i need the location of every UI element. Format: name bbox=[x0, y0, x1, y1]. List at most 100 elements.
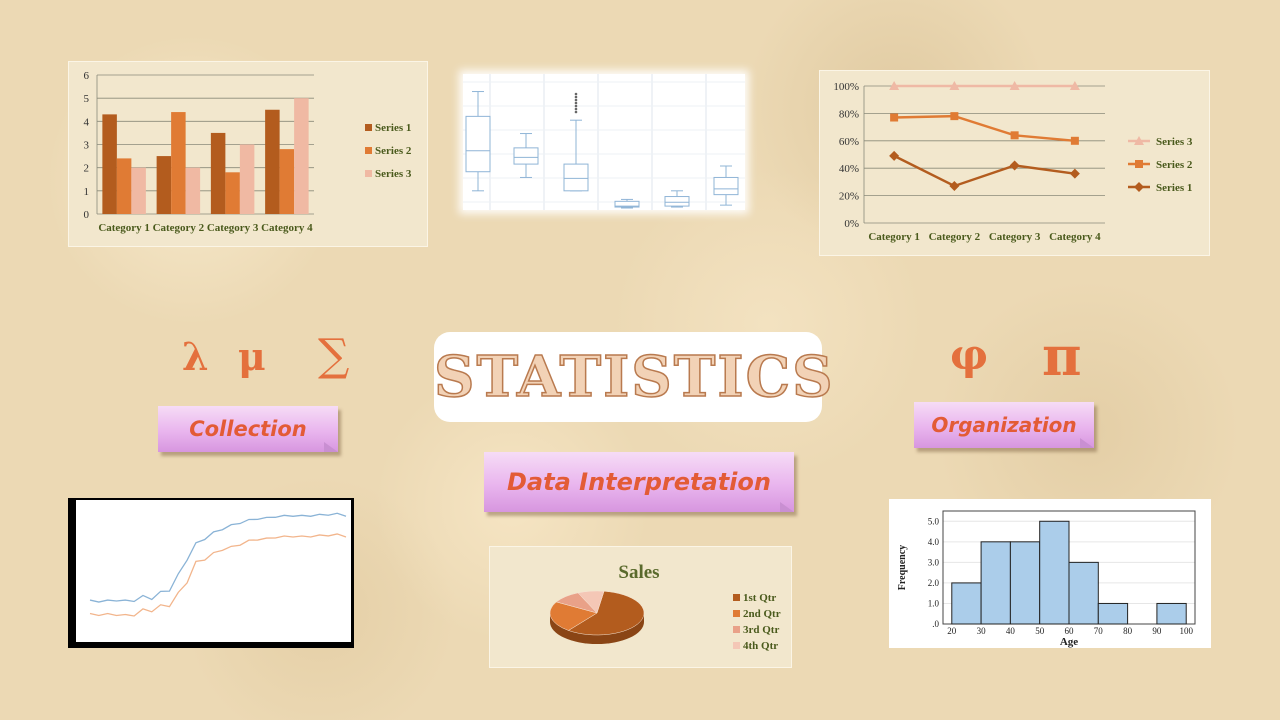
legend-swatch bbox=[365, 170, 372, 177]
x-tick-label: 50 bbox=[1035, 626, 1045, 636]
y-tick-label: 5 bbox=[84, 93, 90, 105]
interpretation-note: Data Interpretation bbox=[484, 452, 794, 512]
y-tick-label: 4.0 bbox=[928, 537, 940, 547]
x-tick-label: Category 2 bbox=[153, 222, 205, 234]
pie-slice bbox=[577, 590, 605, 614]
y-tick-label: 1.0 bbox=[928, 598, 940, 608]
data-point bbox=[1069, 168, 1080, 179]
title-box: STATISTICS bbox=[433, 332, 833, 422]
bar bbox=[279, 149, 295, 214]
y-tick-label: 80% bbox=[839, 108, 859, 120]
histogram-bar bbox=[980, 541, 1011, 625]
legend-swatch bbox=[733, 594, 740, 601]
data-point bbox=[889, 150, 900, 161]
outlier-point bbox=[574, 104, 578, 108]
box bbox=[713, 176, 739, 196]
data-point bbox=[1009, 81, 1020, 90]
x-tick-label: 20 bbox=[947, 626, 957, 636]
outlier-point bbox=[574, 107, 578, 111]
page-fold bbox=[780, 502, 794, 512]
series-line bbox=[894, 114, 1075, 142]
line-chart: 0% 20% 40% 60% 80% 100% Category 1 Category 2 Ca… bbox=[833, 81, 1193, 243]
phi-symbol: φ bbox=[950, 330, 989, 379]
x-tick-label: 90 bbox=[1152, 626, 1162, 636]
x-tick-label: 60 bbox=[1065, 626, 1075, 636]
bar bbox=[294, 98, 309, 214]
y-tick-label: 4 bbox=[84, 116, 90, 128]
signal-line bbox=[89, 533, 347, 617]
x-tick-label: 30 bbox=[977, 626, 987, 636]
bar bbox=[185, 167, 201, 214]
histogram-panel: .0 1.0 2.0 3.0 4.0 5.0 20 30 40 50 60 70 80 90 100 Age F… bbox=[889, 499, 1211, 648]
x-tick-label: Category 1 bbox=[868, 231, 920, 243]
y-tick-label: 100% bbox=[833, 81, 859, 93]
page-fold bbox=[324, 442, 338, 452]
legend-label: Series 1 bbox=[375, 122, 411, 134]
x-tick-label: Category 4 bbox=[261, 222, 313, 234]
histogram-bar bbox=[1039, 520, 1070, 625]
series-line bbox=[893, 154, 1076, 188]
histogram-bar bbox=[1097, 602, 1129, 625]
sigma-symbol: ∑ bbox=[318, 330, 350, 381]
outlier-point bbox=[574, 101, 578, 105]
pi-symbol: π bbox=[1042, 324, 1082, 388]
bar bbox=[156, 156, 172, 214]
bar bbox=[265, 109, 280, 214]
x-tick-label: 70 bbox=[1094, 626, 1104, 636]
data-point bbox=[1069, 81, 1080, 90]
legend-label: Series 3 bbox=[1156, 136, 1193, 148]
outlier-point bbox=[574, 98, 578, 102]
histogram: .0 1.0 2.0 3.0 4.0 5.0 20 30 40 50 60 70 80 90 100 Age F… bbox=[897, 510, 1196, 648]
signal-chart-panel bbox=[68, 498, 354, 648]
box bbox=[465, 115, 491, 173]
legend-marker bbox=[1135, 160, 1143, 168]
outlier-point bbox=[574, 95, 578, 99]
legend-swatch bbox=[733, 626, 740, 633]
legend-label: 3rd Qtr bbox=[743, 624, 779, 636]
y-tick-label: 20% bbox=[839, 191, 859, 203]
pie-slice bbox=[567, 590, 645, 636]
legend-label: 1st Qtr bbox=[743, 592, 776, 604]
mu-symbol: μ bbox=[238, 334, 266, 379]
y-tick-label: 60% bbox=[839, 136, 859, 148]
x-tick-label: 100 bbox=[1179, 626, 1193, 636]
bar-chart-panel: 0 1 2 3 4 5 6 Category 1 Category 2 Category 3 Cat… bbox=[68, 61, 428, 247]
box-plot-panel bbox=[463, 74, 761, 210]
legend-label: 4th Qtr bbox=[743, 640, 778, 652]
y-tick-label: .0 bbox=[932, 619, 939, 629]
collection-note: Collection bbox=[158, 406, 338, 452]
bar bbox=[102, 114, 117, 214]
y-tick-label: 1 bbox=[84, 186, 90, 198]
bar bbox=[225, 172, 240, 214]
interpretation-label: Data Interpretation bbox=[507, 468, 771, 496]
data-point bbox=[890, 113, 899, 122]
box bbox=[513, 147, 539, 165]
legend-marker bbox=[1134, 182, 1144, 192]
legend-swatch bbox=[733, 642, 740, 649]
x-tick-label: 40 bbox=[1006, 626, 1016, 636]
outlier-point bbox=[574, 110, 578, 114]
histogram-bar bbox=[1156, 602, 1187, 625]
signal-line bbox=[89, 512, 347, 603]
bar bbox=[239, 144, 255, 214]
legend-label: Series 3 bbox=[375, 168, 412, 180]
y-tick-label: 5.0 bbox=[928, 516, 940, 526]
x-tick-label: Category 1 bbox=[98, 222, 150, 234]
y-tick-label: 0 bbox=[84, 209, 90, 221]
y-tick-label: 3 bbox=[84, 140, 90, 152]
y-tick-label: 6 bbox=[84, 70, 90, 82]
pie-chart-panel: Sales 1st Qtr 2nd Qtr 3rd Qtr 4th Qtr bbox=[489, 546, 792, 668]
y-tick-label: 2.0 bbox=[928, 578, 940, 588]
chart-title: Sales bbox=[618, 562, 659, 583]
signal-line-chart bbox=[89, 512, 347, 617]
data-point bbox=[889, 81, 900, 90]
y-tick-label: 0% bbox=[844, 218, 859, 230]
x-tick-label: Category 3 bbox=[989, 231, 1041, 243]
data-point bbox=[949, 81, 960, 90]
x-tick-label: 80 bbox=[1123, 626, 1133, 636]
x-axis-label: Age bbox=[1060, 636, 1078, 648]
box bbox=[614, 200, 640, 208]
collection-label: Collection bbox=[189, 417, 307, 441]
legend-label: Series 2 bbox=[375, 145, 412, 157]
data-point bbox=[1010, 131, 1019, 140]
